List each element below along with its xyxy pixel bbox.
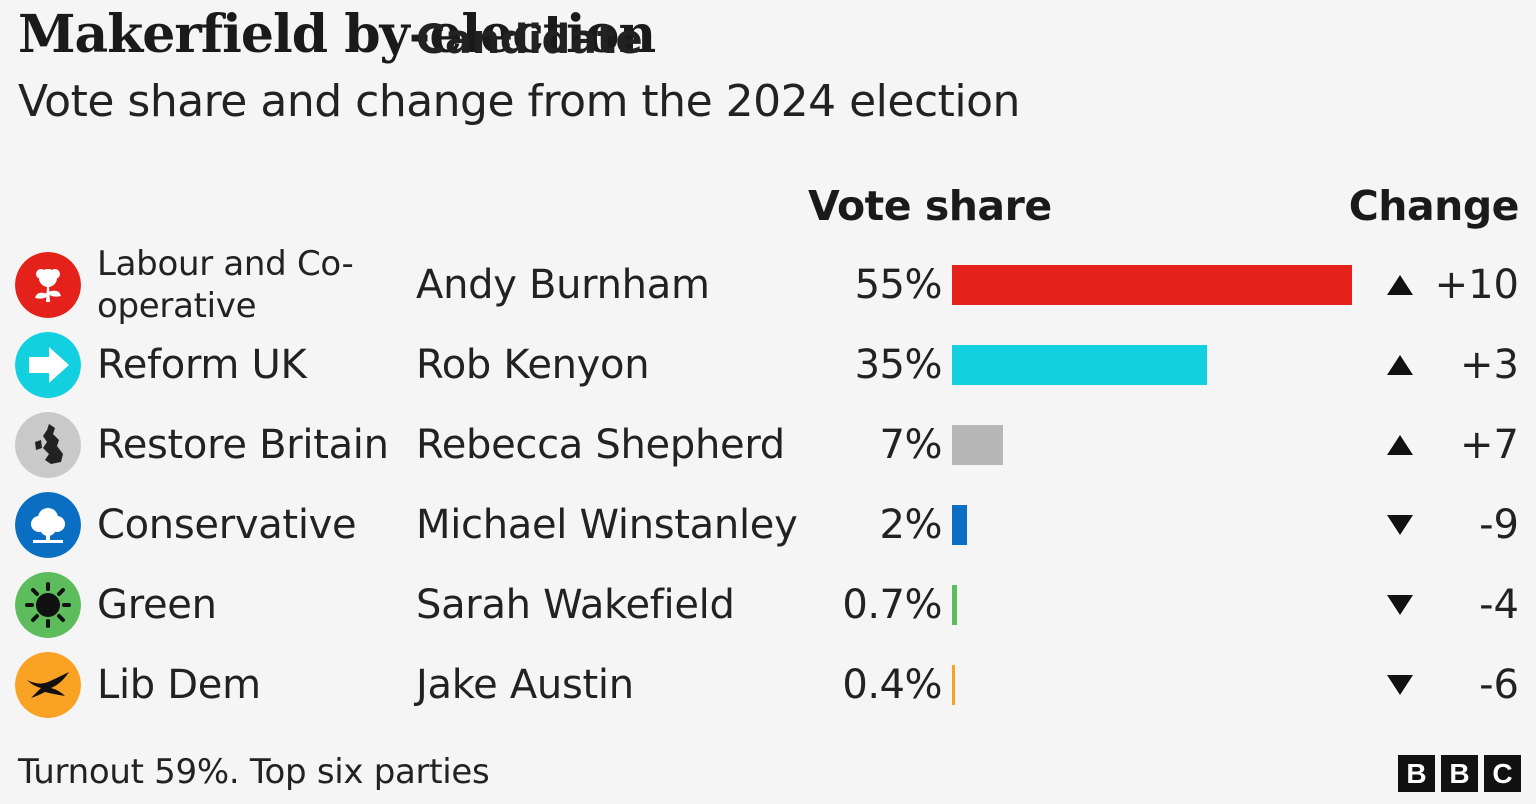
- libdem-bird-icon: [15, 652, 81, 718]
- change-value: +3: [1460, 342, 1519, 388]
- change-value: -4: [1479, 582, 1519, 628]
- triangle-down-icon: [1386, 673, 1414, 697]
- candidate-name: Jake Austin: [416, 662, 634, 708]
- candidate-name: Andy Burnham: [416, 262, 710, 308]
- triangle-up-icon: [1386, 353, 1414, 377]
- table-row: Labour and Co-operative Andy Burnham 55% +1…: [0, 244, 1536, 326]
- labour-rose-icon: [15, 252, 81, 318]
- footnote: Turnout 59%. Top six parties: [18, 752, 490, 792]
- party-label: Conservative: [97, 502, 357, 548]
- column-header-change: Change: [1348, 182, 1520, 230]
- change-value: -9: [1479, 502, 1519, 548]
- table-row: Restore Britain Rebecca Shepherd 7% +7: [0, 405, 1536, 485]
- conservative-tree-icon: [15, 492, 81, 558]
- bbc-logo-letter: C: [1484, 755, 1521, 792]
- party-label: Green: [97, 582, 217, 628]
- vote-share-label: 55%: [854, 262, 943, 308]
- vote-share-bar: [952, 265, 1352, 305]
- table-row: Conservative Michael Winstanley 2% -9: [0, 485, 1536, 565]
- candidate-name: Sarah Wakefield: [416, 582, 735, 628]
- change-value: +7: [1460, 422, 1519, 468]
- triangle-down-icon: [1386, 593, 1414, 617]
- bbc-logo: B B C: [1398, 755, 1521, 792]
- triangle-up-icon: [1386, 433, 1414, 457]
- vote-share-bar: [952, 665, 955, 705]
- bbc-logo-letter: B: [1398, 755, 1435, 792]
- column-header-vote-share: Vote share: [808, 182, 1052, 230]
- change-value: +10: [1434, 262, 1519, 308]
- vote-share-label: 2%: [879, 502, 943, 548]
- table-row: Reform UK Rob Kenyon 35% +3: [0, 325, 1536, 405]
- candidate-name: Rebecca Shepherd: [416, 422, 785, 468]
- triangle-up-icon: [1386, 273, 1414, 297]
- vote-share-bar: [952, 345, 1207, 385]
- candidate-name: Michael Winstanley: [416, 502, 798, 548]
- bbc-logo-letter: B: [1441, 755, 1478, 792]
- reform-arrow-icon: [15, 332, 81, 398]
- table-row: Green Sarah Wakefield 0.7% -4: [0, 565, 1536, 645]
- vote-share-label: 0.7%: [842, 582, 942, 628]
- candidate-name: Rob Kenyon: [416, 342, 650, 388]
- triangle-down-icon: [1386, 513, 1414, 537]
- party-label: Lib Dem: [97, 662, 261, 708]
- vote-share-label: 7%: [879, 422, 943, 468]
- vote-share-bar: [952, 505, 967, 545]
- column-header-candidate: Candidate: [416, 17, 643, 63]
- vote-share-label: 0.4%: [842, 662, 942, 708]
- vote-share-label: 35%: [854, 342, 943, 388]
- chart-subtitle: Vote share and change from the 2024 elec…: [18, 76, 1020, 127]
- vote-share-bar: [952, 425, 1003, 465]
- chart-title: Makerfield by-election: [18, 4, 656, 65]
- party-label: Reform UK: [97, 342, 307, 388]
- party-label: Labour and Co-operative: [97, 244, 354, 326]
- restore-britain-map-icon: [15, 412, 81, 478]
- party-label: Restore Britain: [97, 422, 389, 468]
- vote-share-bar: [952, 585, 958, 625]
- change-value: -6: [1479, 662, 1519, 708]
- green-globe-icon: [15, 572, 81, 638]
- table-row: Lib Dem Jake Austin 0.4% -6: [0, 645, 1536, 725]
